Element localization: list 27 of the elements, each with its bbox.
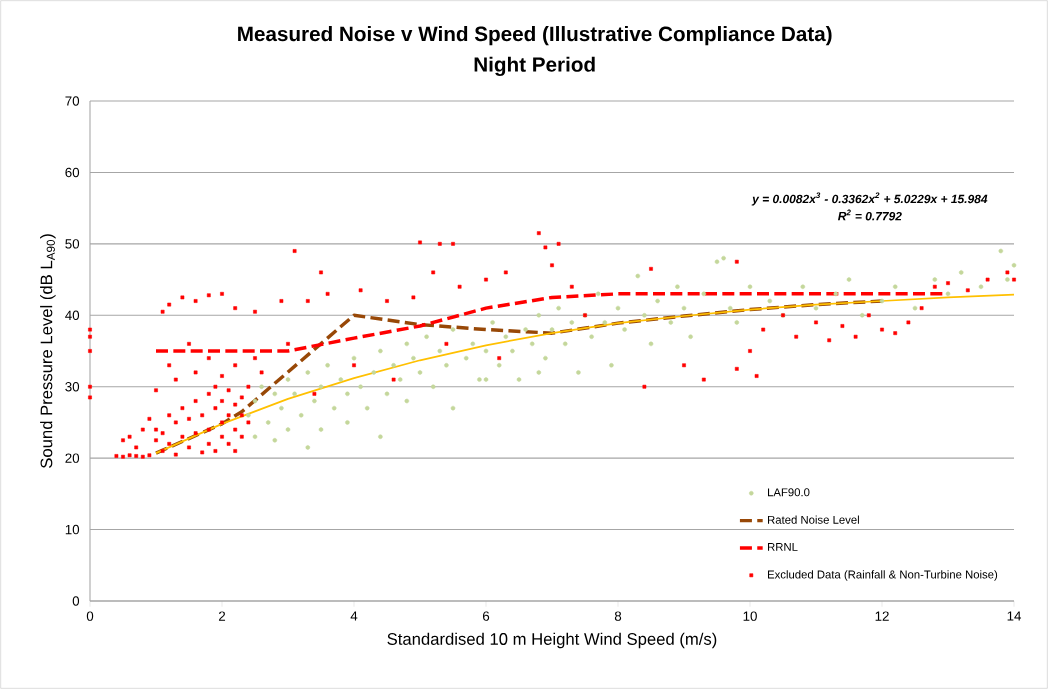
chart-title: Measured Noise v Wind Speed (Illustrative Compliance Data) — [238, 26, 832, 46]
legend-label: RRNL — [768, 543, 798, 551]
y-tick-label: 10 — [65, 524, 80, 535]
x-tick-label: 2 — [218, 611, 226, 621]
line-series — [155, 293, 1015, 455]
y-tick-label: 20 — [65, 453, 80, 463]
y-tick-label: 70 — [65, 96, 80, 106]
y-tick-label: 60 — [65, 167, 80, 178]
x-tick-label: 0 — [86, 611, 94, 621]
legend-label: Rated Noise Level — [768, 515, 859, 524]
x-tick-label: 12 — [875, 611, 889, 621]
x-tick-label: 6 — [482, 611, 490, 621]
annotation: y = 0.0082x$^{3}$ - 0.3362x$^{2}$ + 5.0229x + 15.984 — [751, 192, 988, 206]
x-tick-label: 14 — [1007, 611, 1022, 621]
y-axis-title: Sound Pressure Level (dB L$_{A90}$) — [40, 234, 56, 468]
y-tick-label: 30 — [65, 382, 80, 392]
legend-label: LAF90.0 — [768, 488, 810, 497]
x-tick-label: 8 — [614, 611, 622, 621]
y-tick-label: 50 — [65, 239, 80, 249]
y-tick-label: 40 — [65, 310, 80, 320]
x-tick-label: 4 — [350, 611, 358, 621]
annotation: R$^{2}$ = 0.7792 — [837, 209, 902, 221]
x-tick-label: 10 — [743, 611, 757, 621]
chart-subtitle: Night Period — [474, 56, 595, 76]
x-axis-title: Standardised 10 m Height Wind Speed (m/s) — [387, 632, 717, 649]
legend-label: Excluded Data (Rainfall & Non-Turbine Noise) — [768, 570, 998, 581]
y-tick-label: 0 — [72, 596, 80, 606]
